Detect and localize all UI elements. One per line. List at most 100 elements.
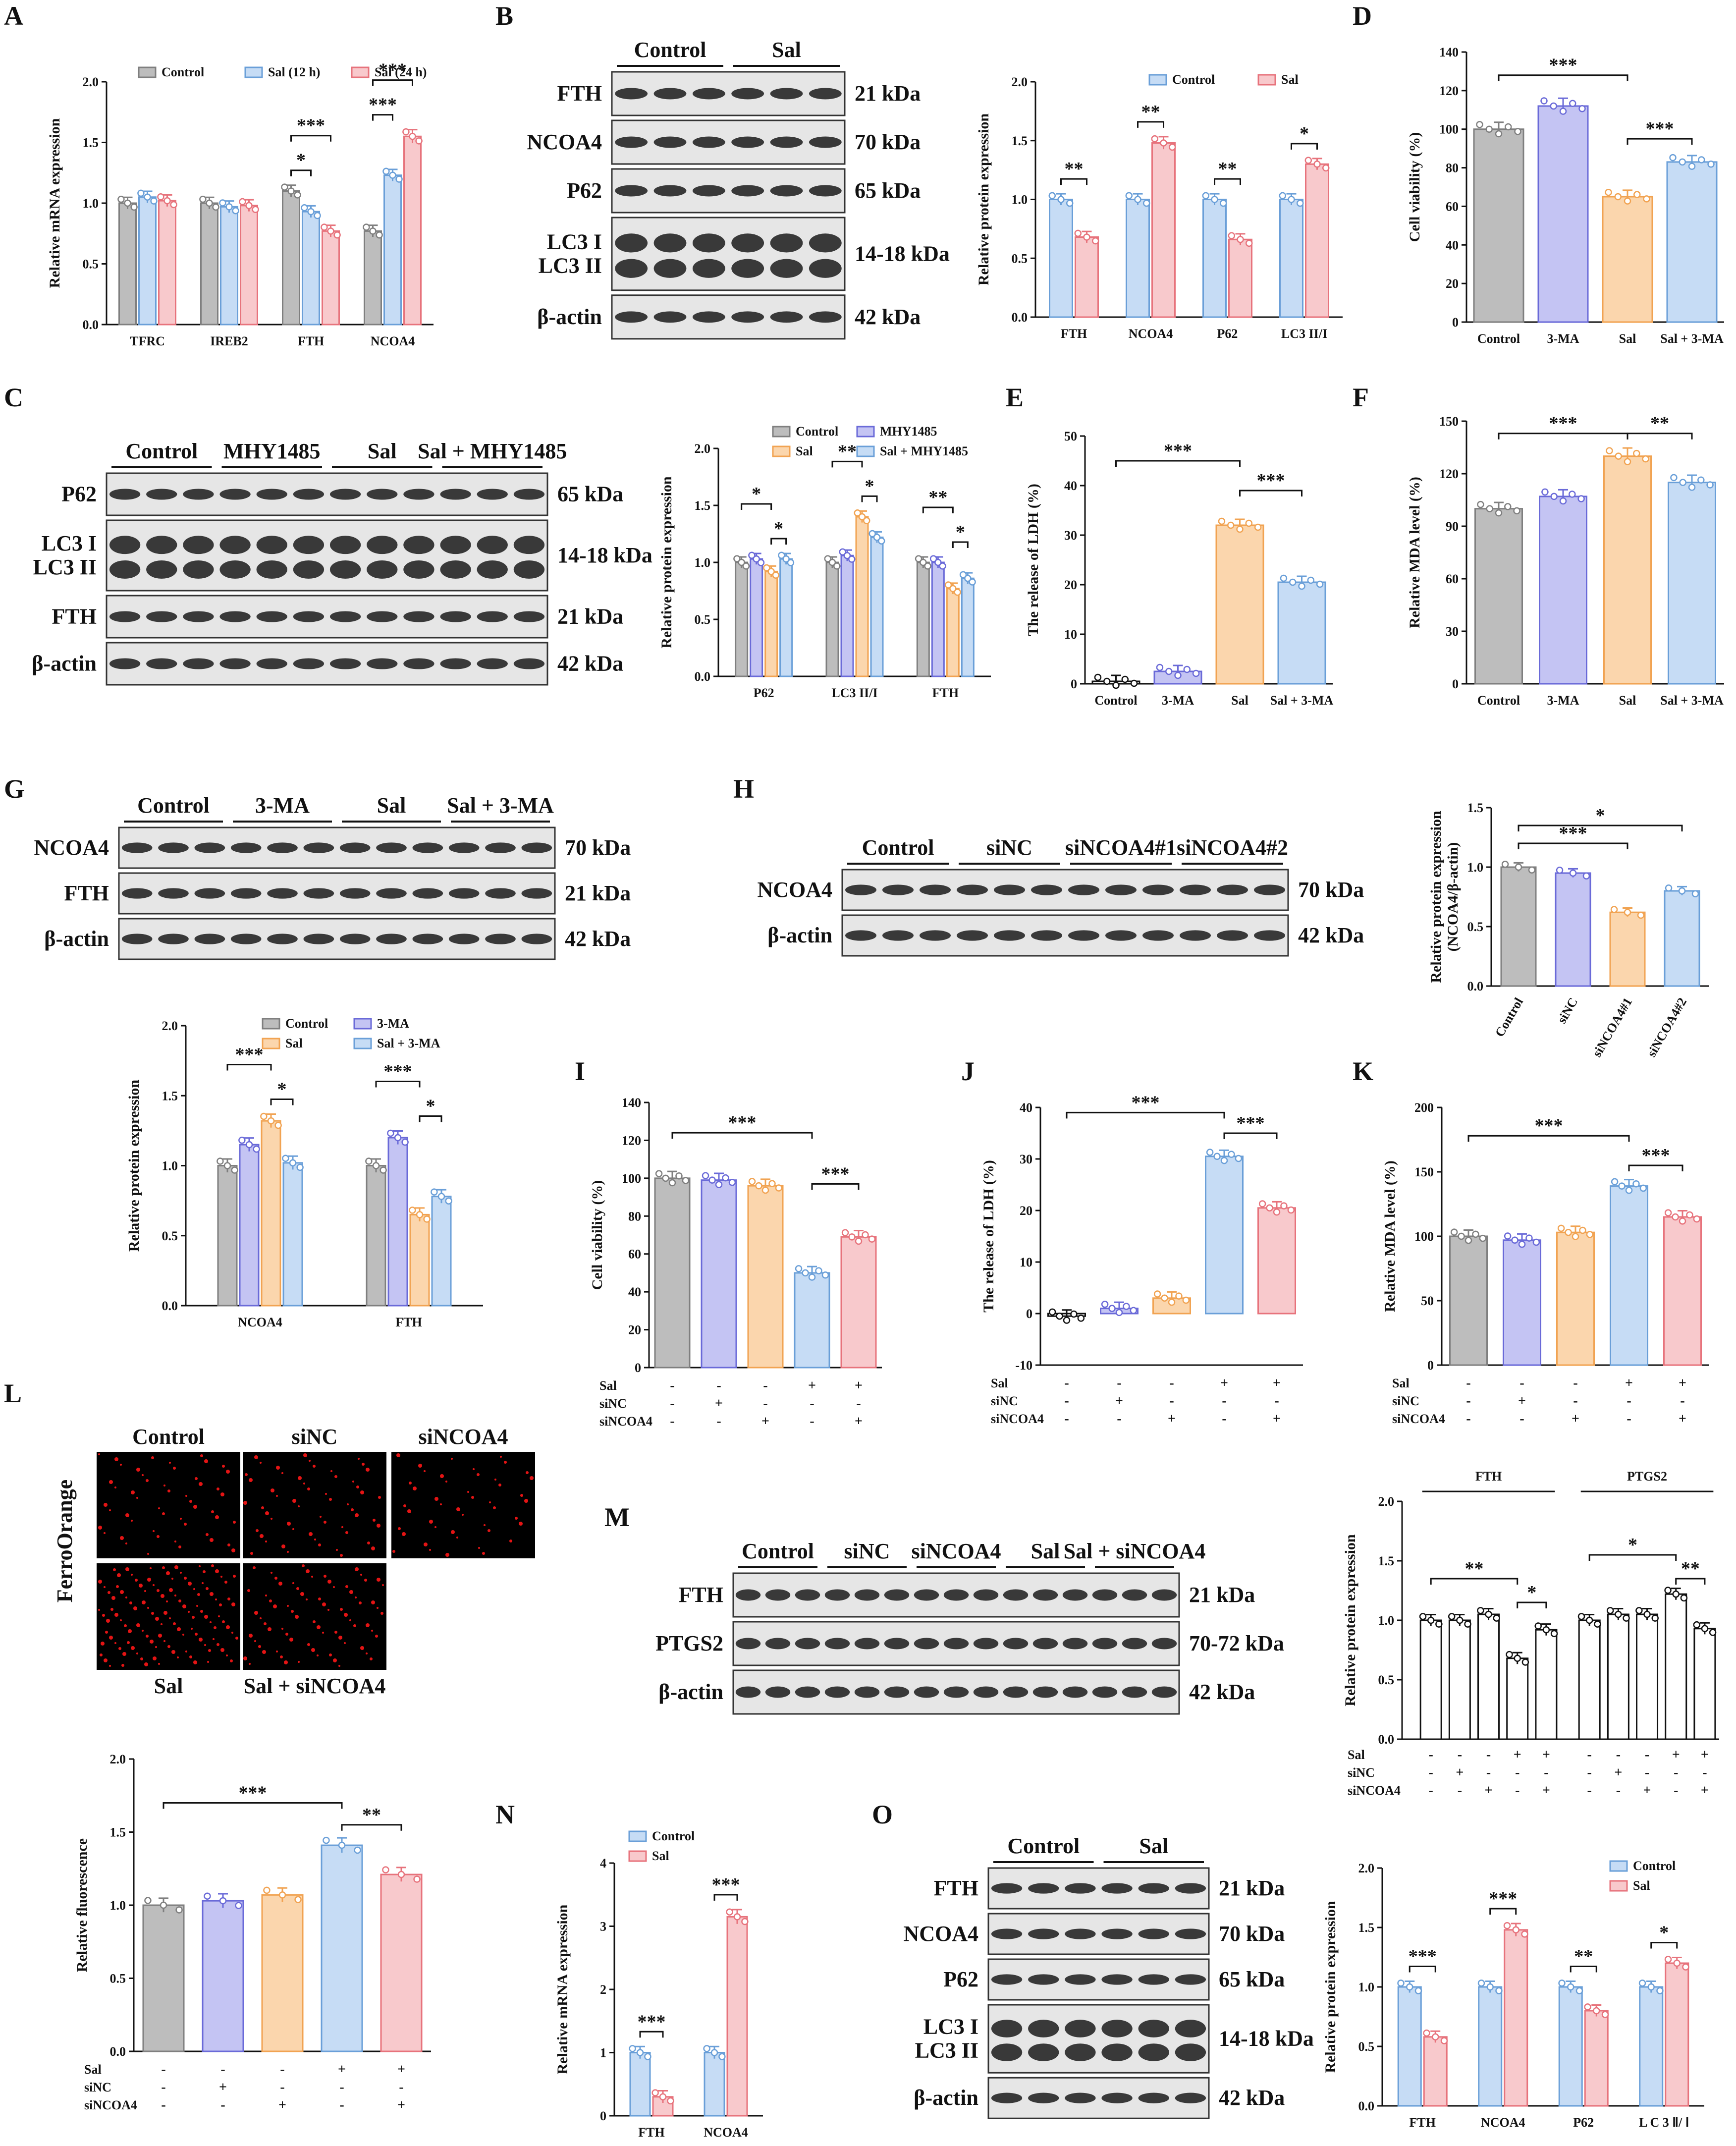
fluorescent-spot [471,1496,474,1499]
bar [1666,161,1718,323]
bar [217,1165,238,1307]
blot-band [440,560,471,579]
blot-band [731,311,764,323]
blot-band [809,88,842,100]
fluorescent-spot [200,1610,203,1613]
blot-band [731,259,764,278]
fluorescent-spot [340,1554,343,1557]
y-tick-label: 0.0 [1467,979,1484,993]
pm-sign: - [1674,1783,1678,1798]
blot-band [1254,884,1285,895]
pm-sign: - [1169,1376,1174,1391]
x-tick-label: Control [1477,331,1520,346]
fluorescent-spot [151,1456,154,1459]
blot-band [440,658,471,669]
fluorescent-spot [215,1569,219,1573]
blot-band [770,311,803,323]
pm-sign: - [1515,1765,1519,1780]
data-point [1651,1614,1659,1622]
fluorescent-spot [174,1595,176,1596]
blot-band [256,536,287,554]
data-point [964,574,972,582]
fluorescent-spot [302,1564,305,1567]
fluorescent-spot [451,1458,453,1460]
data-point [1521,1658,1529,1666]
data-point [1611,1178,1619,1186]
blot-band [1151,1686,1177,1698]
y-tick-label: 0 [1452,677,1459,691]
blot-kda-label: 70 kDa [565,835,631,860]
x-tick-label: FTH [1061,327,1087,341]
data-point [1476,121,1483,128]
fluorescent-spot [250,1552,253,1555]
blot-strip [106,595,548,639]
fluorescent-spot [377,1607,379,1609]
data-point [217,1157,224,1165]
pm-sign: - [670,1414,674,1429]
pm-row-label: siNC [1348,1765,1375,1780]
bar [1205,1156,1244,1315]
blot-band [367,489,398,500]
data-point [1477,500,1484,508]
blot-band [692,233,725,253]
blot-kda-label: 42 kDa [557,652,623,676]
data-point [748,551,756,559]
panel-letter-A: A [4,1,23,31]
bar [779,558,793,677]
bar [1665,1962,1689,2107]
legend-label: MHY1485 [880,424,937,439]
y-tick-label: 100 [622,1171,641,1186]
pm-sign: - [1587,1747,1592,1762]
data-point [1077,1315,1085,1322]
legend-label: Sal (24 h) [375,65,427,79]
blot-band [256,560,287,579]
blot-band [403,536,434,554]
data-point [1664,1956,1672,1963]
blot-band [477,489,508,500]
blot-band [920,930,951,941]
blot-band [367,536,398,554]
bar [794,1272,830,1369]
blot-band [1254,930,1285,941]
fluorescent-spot [340,1608,343,1611]
data-point [1316,580,1324,588]
blot-band [735,1686,761,1698]
data-point [1557,1224,1565,1232]
blot-band [158,842,189,853]
bar [1202,199,1227,318]
pm-sign: - [280,2080,284,2095]
sig-bracket [1066,1111,1225,1119]
pm-sign: - [1429,1747,1433,1762]
fluorescent-spot [230,1659,233,1662]
blot-band [854,1589,880,1601]
bar [1607,1613,1629,1740]
blot-band [1101,2020,1133,2037]
data-point [1572,1233,1579,1240]
fluorescent-spot [120,1464,122,1466]
blot-group-label: siNCOA4 [912,1539,1001,1563]
blot-band [1065,2043,1096,2061]
fluorescent-spot [140,1657,143,1660]
data-point [1423,2029,1430,2037]
sig-label: *** [1559,823,1587,844]
pm-sign: - [1466,1393,1470,1409]
bar [1665,1593,1687,1740]
blot-band [477,611,508,622]
y-tick-label: 20 [628,1323,641,1337]
fluorescent-spot [322,1602,326,1606]
bar [1578,1619,1601,1740]
fluorescent-spot [161,1594,164,1598]
legend-swatch [856,445,875,457]
blot-group-label: Sal [1031,1539,1060,1563]
fluorescent-spot [313,1465,316,1468]
fluorescent-spot [106,1619,110,1623]
data-point [235,1902,242,1909]
blot-band [884,1638,910,1650]
pm-sign: - [716,1378,721,1393]
blot-band [376,842,407,853]
data-point [1582,872,1590,880]
fluorescent-spot [191,1628,193,1630]
y-tick-label: 0.5 [1378,1673,1395,1687]
